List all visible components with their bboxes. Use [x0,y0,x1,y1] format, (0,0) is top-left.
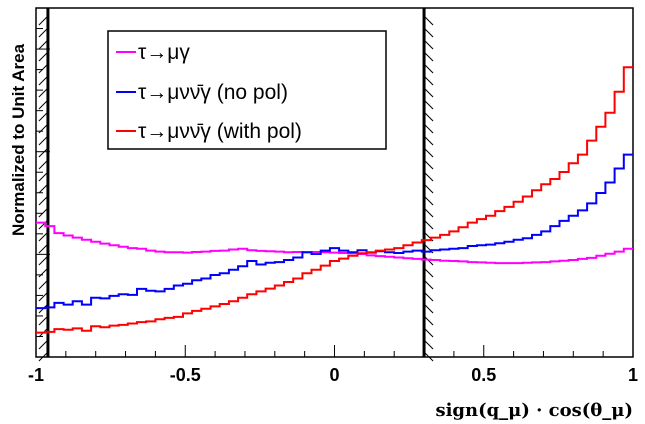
cut-hatch [38,15,49,26]
x-tick-label: 0.5 [471,365,496,385]
cut-hatch [423,159,434,170]
cut-hatch [423,171,434,182]
x-tick-label: 1 [628,365,638,385]
cut-hatch [38,147,49,158]
cut-hatch [38,183,49,194]
cut-hatch [423,99,434,110]
cut-hatch [423,279,434,290]
legend-label-tau-mu-gamma: τ→μγ [138,41,190,64]
cut-hatch [423,291,434,302]
cut-hatch [38,243,49,254]
cut-hatch [423,315,434,326]
cut-hatch [423,111,434,122]
cut-hatch [423,195,434,206]
cut-hatch [38,111,49,122]
cut-hatch [38,255,49,266]
cut-hatch [38,195,49,206]
cut-hatch [38,99,49,110]
series-line-1 [36,153,633,310]
cut-hatch [423,51,434,62]
cut-hatch [423,15,434,26]
cut-hatch [38,339,49,350]
cut-hatch [423,39,434,50]
cut-hatch [38,123,49,134]
cut-hatch [423,339,434,350]
cut-hatch [423,327,434,338]
y-axis-title: Normalized to Unit Area [9,43,28,236]
cut-hatch [423,219,434,230]
cut-hatch [38,291,49,302]
cut-hatch [38,87,49,98]
cut-hatch [423,87,434,98]
cut-hatch [423,303,434,314]
cut-hatch [423,183,434,194]
legend-label-with-pol: τ→μνν̄γ (with pol) [138,120,302,143]
cut-hatch [423,27,434,38]
cut-hatch [38,231,49,242]
legend-label-no-pol: τ→μνν̄γ (no pol) [138,81,288,104]
series-line-2 [36,66,633,334]
series-line-0 [36,221,633,265]
y-axis-ticks [36,7,50,358]
cut-hatch [38,171,49,182]
cut-hatch [38,27,49,38]
cut-hatch [38,279,49,290]
x-tick-label: -0.5 [170,365,201,385]
legend-box [107,30,387,150]
cut-hatch [423,63,434,74]
cut-hatch [38,135,49,146]
cut-hatch [38,219,49,230]
cut-hatch [38,39,49,50]
cut-hatch [38,63,49,74]
cut-hatch [38,75,49,86]
x-axis-ticks: -1 -0.5 0 0.5 1 [28,345,638,385]
cut-hatch [38,207,49,218]
cut-hatch [423,267,434,278]
cut-hatch [423,75,434,86]
x-tick-label: 0 [329,365,339,385]
legend: τ→μγ τ→μνν̄γ (no pol) τ→μνν̄γ (with pol) [107,30,387,150]
cut-hatch [38,267,49,278]
cut-hatch [423,135,434,146]
cut-hatch [423,147,434,158]
cut-hatch [423,207,434,218]
x-axis-title: sign(q_μ) · cos(θ_μ) [435,400,633,421]
cut-hatch [38,51,49,62]
x-tick-label: -1 [28,365,44,385]
cut-hatch [38,159,49,170]
series-layer [36,66,633,334]
cut-hatch [38,315,49,326]
cut-hatch [38,351,49,362]
cut-hatch [423,123,434,134]
cut-hatch [423,351,434,362]
